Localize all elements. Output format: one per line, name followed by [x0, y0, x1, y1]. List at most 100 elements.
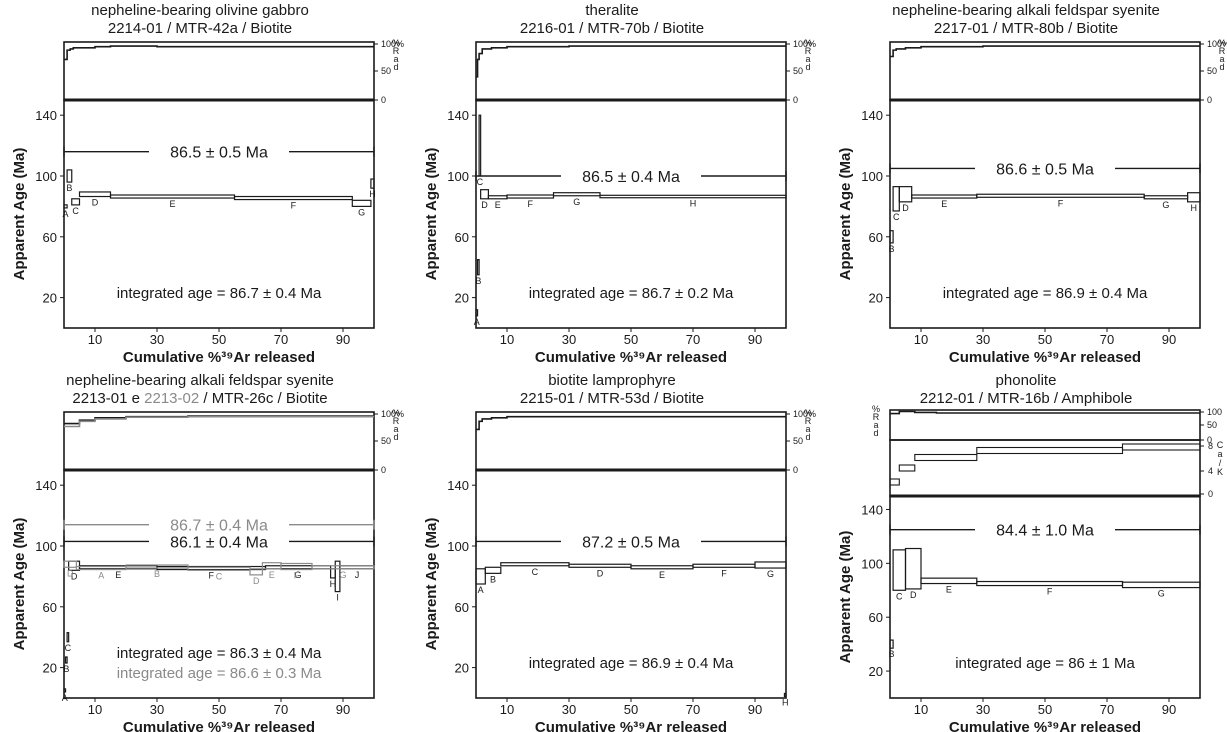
- x-tick-label: 90: [748, 702, 762, 717]
- integrated-age-label: integrated age = 86.6 ± 0.3 Ma: [117, 665, 322, 682]
- age-step-box: [911, 194, 978, 199]
- y-tick-label: 60: [869, 610, 883, 625]
- step-label: G: [339, 570, 346, 580]
- chart-svg: 100% 50 0%Rad 20 60 100 140 10 30 50 70 90 Apparent …: [423, 38, 816, 366]
- step-label: D: [481, 200, 488, 210]
- y-axis-label: Apparent Age (Ma): [11, 148, 28, 281]
- cak-axis-letter: a: [1217, 449, 1222, 459]
- age-frame: [63, 469, 375, 699]
- rad-axis-letter: a: [805, 54, 810, 64]
- step-label: J: [355, 570, 360, 580]
- y-axis-label: Apparent Age (Ma): [423, 518, 440, 651]
- cak-step-box: [1121, 443, 1201, 451]
- age-step-box: [125, 564, 189, 569]
- y-tick-label: 140: [447, 108, 469, 123]
- age-step-box: [480, 189, 490, 200]
- step-label: E: [169, 199, 175, 209]
- x-tick-label: 90: [1162, 332, 1176, 347]
- age-step-box: [976, 193, 1145, 198]
- y-tick-label: 60: [455, 600, 469, 615]
- plateau-age-label: 86.6 ± 0.5 Ma: [996, 161, 1094, 178]
- chart-svg: 100% 50 0%Rad 20 60 100 140 10 30 50 70 90 Apparent …: [423, 408, 816, 732]
- x-tick-label: 30: [976, 702, 990, 717]
- x-tick-label: 10: [914, 702, 928, 717]
- x-tick-label: 30: [150, 332, 164, 347]
- chart-panel-6: phonolite 2212-01 / MTR-16b / Amphibole 10…: [826, 370, 1226, 732]
- step-label: H: [330, 579, 337, 589]
- cak-step-box: [914, 453, 978, 462]
- age-step-box: [904, 547, 922, 590]
- age-step-box: [78, 191, 112, 198]
- cak-step-box: [898, 464, 916, 472]
- age-step-box: [487, 195, 508, 200]
- x-tick-label: 50: [624, 332, 638, 347]
- rad-series-line: [64, 45, 374, 61]
- step-label: B: [63, 664, 69, 674]
- step-label: G: [573, 197, 580, 207]
- chart-subtitle-part: 2213-01 e: [72, 390, 145, 407]
- chart-panel-4: nepheline-bearing alkali feldspar syenit…: [0, 370, 404, 732]
- age-step-box: [506, 194, 555, 199]
- rad-frame: [63, 41, 375, 101]
- y-tick-label: 100: [35, 169, 57, 184]
- rad-axis-letter: R: [393, 416, 400, 426]
- rad-tick-label: 100: [1207, 407, 1222, 417]
- cak-tick-label: 4: [1208, 466, 1213, 476]
- rad-axis-letter: %: [804, 408, 812, 418]
- age-step-box: [692, 563, 756, 568]
- rad-frame: [63, 411, 375, 471]
- y-tick-label: 20: [43, 661, 57, 676]
- chart-subtitle-part: 2213-02: [144, 390, 200, 407]
- cak-step-box: [889, 478, 900, 486]
- cak-axis-letter: /: [1219, 458, 1222, 468]
- step-label: F: [209, 571, 215, 581]
- age-step-box: [889, 639, 894, 649]
- rad-tick-label: 100%: [381, 409, 404, 419]
- step-label: F: [1047, 587, 1053, 597]
- step-label: C: [896, 591, 903, 601]
- y-tick-label: 140: [35, 108, 57, 123]
- y-tick-label: 20: [869, 291, 883, 306]
- age-step-box: [64, 656, 68, 664]
- cak-axis-letter: C: [1217, 440, 1224, 450]
- x-tick-label: 10: [88, 702, 102, 717]
- age-step-box: [754, 561, 787, 569]
- x-tick-label: 50: [624, 702, 638, 717]
- step-label: A: [63, 209, 69, 219]
- age-step-box: [1121, 581, 1201, 589]
- y-tick-label: 100: [861, 169, 883, 184]
- integrated-age-label: integrated age = 86.3 ± 0.4 Ma: [117, 645, 322, 662]
- x-tick-label: 90: [748, 332, 762, 347]
- step-label: E: [941, 199, 947, 209]
- rad-frame: [475, 411, 787, 471]
- chart-subtitle-part: 2215-01 / MTR-53d / Biotite: [519, 390, 705, 407]
- chart-subtitle: 2215-01 / MTR-53d / Biotite: [412, 390, 812, 407]
- y-axis-label: Apparent Age (Ma): [837, 531, 854, 664]
- chart-subtitle-part: 2212-01 / MTR-16b / Amphibole: [919, 390, 1133, 407]
- age-step-box: [898, 186, 913, 203]
- step-label: B: [889, 649, 895, 659]
- step-label: D: [910, 590, 917, 600]
- x-tick-label: 10: [500, 332, 514, 347]
- age-step-box: [568, 563, 632, 568]
- integrated-age-label: integrated age = 86.7 ± 0.2 Ma: [529, 285, 734, 302]
- step-label: F: [1058, 198, 1064, 208]
- age-step-box: [249, 568, 263, 576]
- rad-axis-letter: %: [804, 38, 812, 48]
- rad-axis-letter: d: [873, 428, 878, 438]
- rad-tick-label: 0: [381, 465, 386, 475]
- step-label: E: [659, 570, 665, 580]
- x-tick-label: 50: [212, 702, 226, 717]
- step-label: B: [66, 183, 72, 193]
- age-step-box: [71, 198, 81, 206]
- x-axis-label: Cumulative %³⁹Ar released: [535, 719, 727, 732]
- step-label: H: [690, 199, 697, 209]
- age-step-box: [630, 565, 694, 570]
- step-label: E: [269, 570, 275, 580]
- age-step-box: [552, 192, 601, 197]
- chart-subtitle: 2214-01 / MTR-42a / Biotite: [0, 20, 400, 37]
- x-tick-label: 70: [1100, 702, 1114, 717]
- cak-axis-letter: K: [1217, 467, 1223, 477]
- age-step-box: [500, 562, 570, 567]
- step-label: C: [65, 643, 72, 653]
